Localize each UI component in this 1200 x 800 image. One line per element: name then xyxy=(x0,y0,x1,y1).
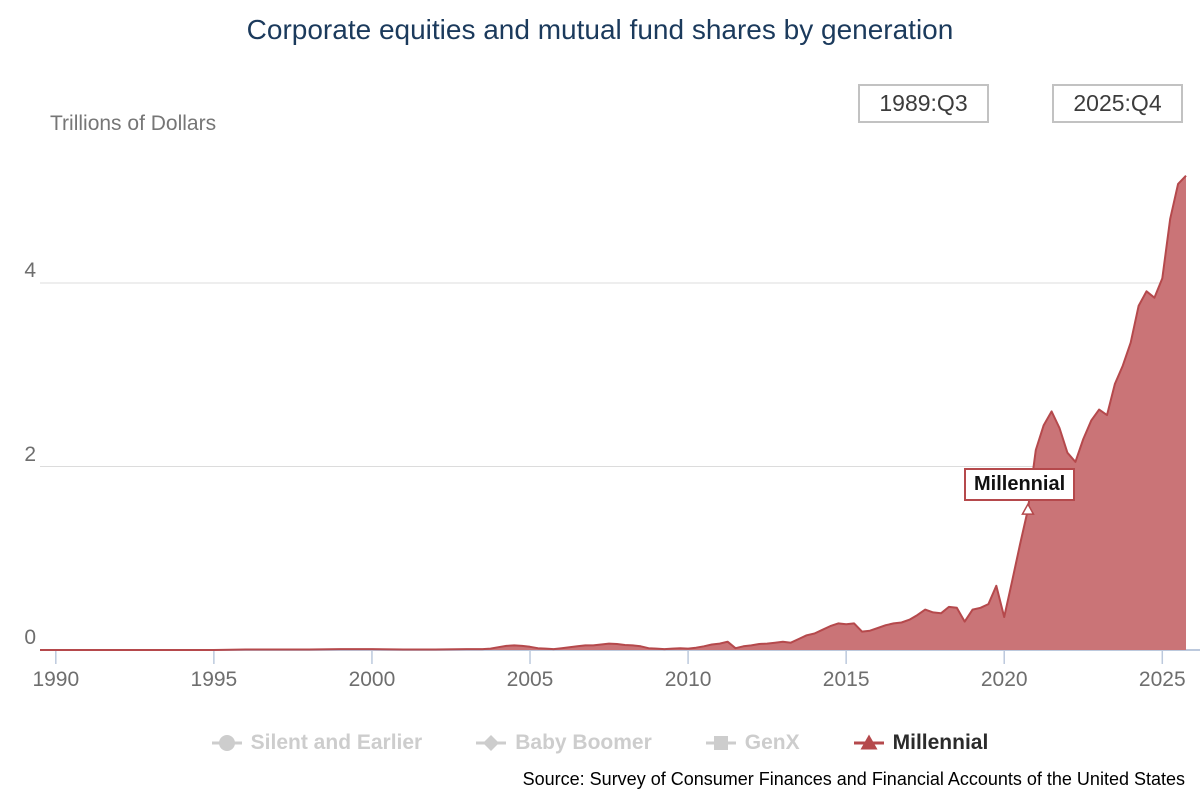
legend-label: Silent and Earlier xyxy=(250,731,423,754)
y-tick-label-2: 2 xyxy=(24,442,36,466)
x-tick-label-2000: 2000 xyxy=(348,668,396,691)
chart-legend: Silent and Earlier Baby Boomer GenX Millenn… xyxy=(0,731,1200,755)
y-tick-label-4: 4 xyxy=(24,259,36,282)
x-tick-label-2010: 2010 xyxy=(664,668,712,691)
x-tick-label-2025: 2025 xyxy=(1138,668,1186,691)
x-tick-label-1995: 1995 xyxy=(190,668,238,691)
millennial-area-fill xyxy=(40,175,1186,650)
legend-item-silent-and-earlier[interactable]: Silent and Earlier xyxy=(211,731,423,755)
y-axis-unit-label: Trillions of Dollars xyxy=(50,112,217,135)
y-tick-label-0: 0 xyxy=(24,626,36,649)
legend-item-baby-boomer[interactable]: Baby Boomer xyxy=(476,731,652,755)
legend-label: Baby Boomer xyxy=(515,731,652,754)
start-period-input[interactable]: 1989:Q3 xyxy=(858,84,989,123)
millennial-point-marker xyxy=(1021,502,1035,515)
legend-item-millennial[interactable]: Millennial xyxy=(853,731,989,755)
legend-circle-icon xyxy=(211,735,242,751)
series-label-millennial: Millennial xyxy=(964,468,1076,501)
x-tick-label-1990: 1990 xyxy=(32,668,80,691)
x-tick-label-2020: 2020 xyxy=(980,668,1028,691)
millennial-area-line xyxy=(40,175,1187,651)
legend-label: Millennial xyxy=(892,731,989,754)
x-tick-label-2005: 2005 xyxy=(506,668,554,691)
legend-triangle-icon xyxy=(853,734,884,750)
legend-label: GenX xyxy=(744,731,800,754)
end-period-input[interactable]: 2025:Q4 xyxy=(1052,84,1183,123)
legend-diamond-icon xyxy=(476,735,507,751)
legend-square-icon xyxy=(705,736,736,750)
source-note: Source: Survey of Consumer Finances and … xyxy=(522,769,1185,789)
x-tick-label-2015: 2015 xyxy=(822,668,870,691)
chart-title: Corporate equities and mutual fund share… xyxy=(246,14,954,45)
legend-item-genx[interactable]: GenX xyxy=(705,731,800,755)
